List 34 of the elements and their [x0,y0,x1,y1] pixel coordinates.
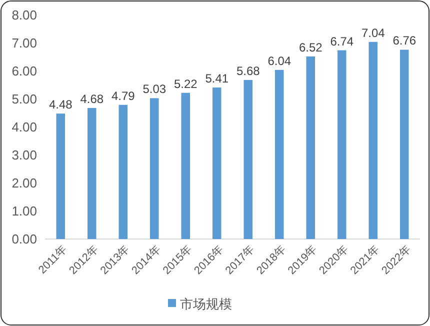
bar [118,104,128,239]
y-tick-label: 4.00 [12,120,37,135]
data-label: 4.48 [48,98,73,112]
y-tick-label: 7.00 [12,36,37,51]
bar [181,92,190,239]
y-tick-label: 0.00 [12,232,37,247]
bar [244,80,252,239]
bar [275,70,284,239]
data-label: 5.68 [236,64,260,78]
legend-label: 市场规模 [180,296,232,312]
data-label: 5.22 [174,76,198,91]
data-label: 5.03 [142,82,166,96]
bar [368,42,378,239]
data-label: 6.04 [268,54,292,68]
y-tick-label: 3.00 [12,148,37,163]
data-label: 7.04 [361,26,386,40]
y-tick-label: 5.00 [12,92,37,107]
data-label: 6.52 [298,40,323,54]
y-tick-label: 8.00 [12,8,37,23]
bar [212,88,222,239]
data-label: 4.79 [111,88,136,103]
bar [88,108,96,239]
data-label: 4.68 [80,92,104,106]
y-tick-label: 2.00 [12,176,37,191]
bar [338,50,346,239]
y-tick-label: 6.00 [12,64,37,79]
bar [306,56,315,239]
bar [56,114,65,239]
data-label: 6.76 [392,34,416,48]
bar [150,98,159,239]
y-tick-label: 1.00 [12,204,37,219]
data-label: 6.74 [330,34,354,48]
bar [400,50,409,239]
data-label: 5.41 [205,72,229,86]
